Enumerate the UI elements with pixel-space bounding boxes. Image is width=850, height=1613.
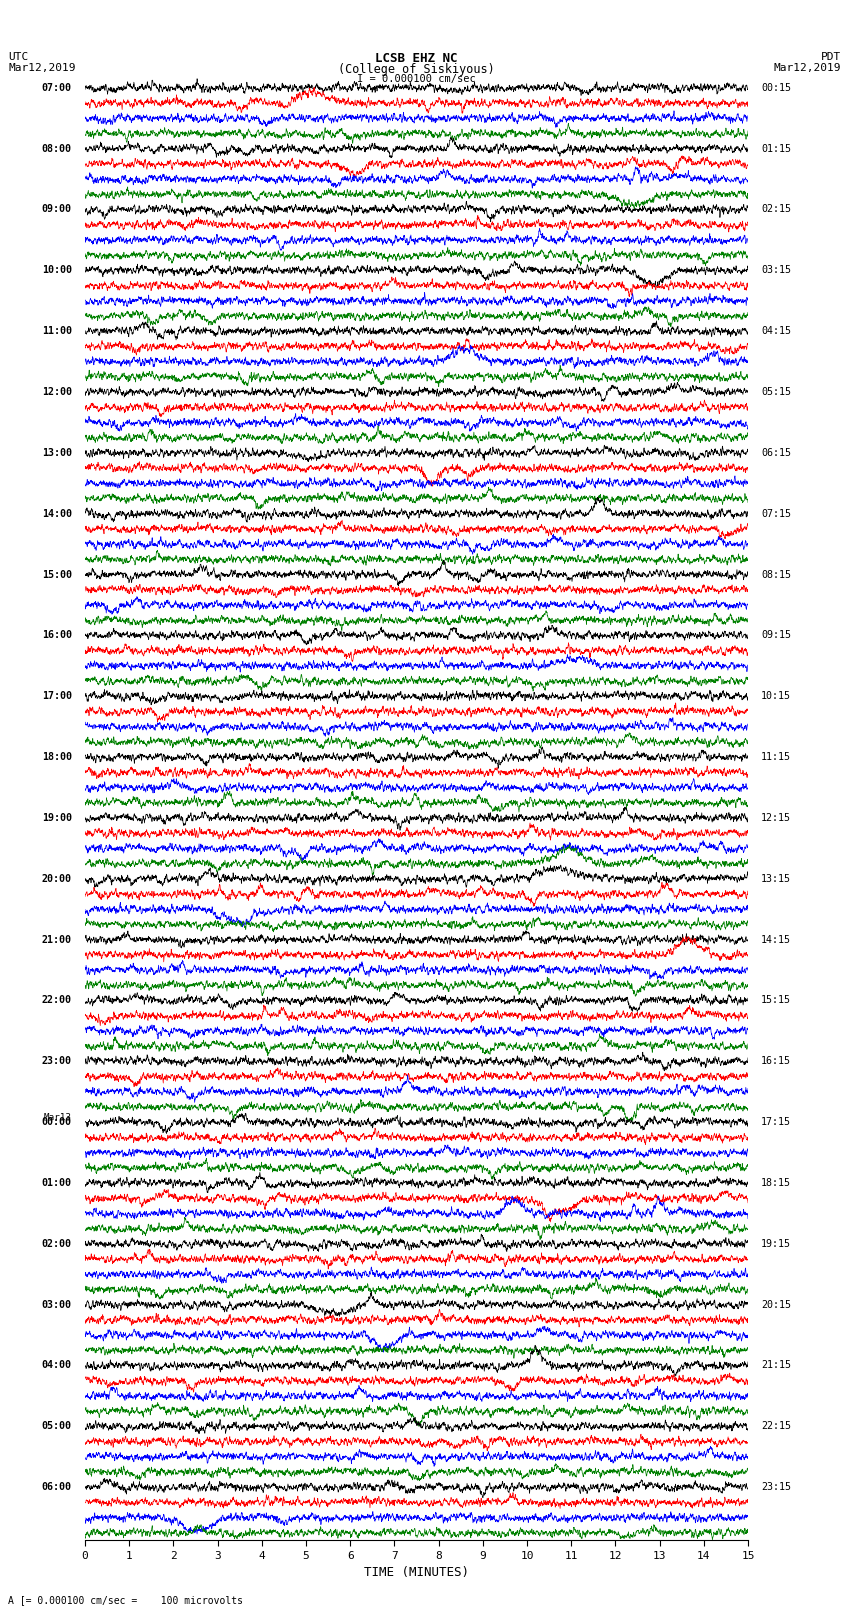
Text: 17:00: 17:00	[42, 692, 71, 702]
Text: 09:15: 09:15	[762, 631, 791, 640]
Text: 19:15: 19:15	[762, 1239, 791, 1248]
Text: 14:00: 14:00	[42, 508, 71, 519]
Text: 02:15: 02:15	[762, 205, 791, 215]
Text: 01:15: 01:15	[762, 144, 791, 153]
Text: 10:00: 10:00	[42, 265, 71, 276]
Text: 04:00: 04:00	[42, 1360, 71, 1371]
Text: 18:15: 18:15	[762, 1177, 791, 1187]
Text: 15:00: 15:00	[42, 569, 71, 579]
Text: 16:00: 16:00	[42, 631, 71, 640]
Text: 01:00: 01:00	[42, 1177, 71, 1187]
Text: 21:15: 21:15	[762, 1360, 791, 1371]
Text: PDT: PDT	[821, 52, 842, 61]
Text: Mar12,2019: Mar12,2019	[8, 63, 76, 73]
Text: 07:15: 07:15	[762, 508, 791, 519]
Text: 21:00: 21:00	[42, 934, 71, 945]
Text: 00:00: 00:00	[42, 1118, 71, 1127]
Text: 15:15: 15:15	[762, 995, 791, 1005]
Text: 06:00: 06:00	[42, 1482, 71, 1492]
Text: I = 0.000100 cm/sec: I = 0.000100 cm/sec	[357, 74, 476, 84]
Text: 23:00: 23:00	[42, 1057, 71, 1066]
Text: 18:00: 18:00	[42, 752, 71, 761]
Text: Mar13: Mar13	[43, 1113, 71, 1123]
Text: 12:15: 12:15	[762, 813, 791, 823]
Text: 03:00: 03:00	[42, 1300, 71, 1310]
Text: 10:15: 10:15	[762, 692, 791, 702]
X-axis label: TIME (MINUTES): TIME (MINUTES)	[364, 1566, 469, 1579]
Text: (College of Siskiyous): (College of Siskiyous)	[338, 63, 495, 76]
Text: 14:15: 14:15	[762, 934, 791, 945]
Text: 12:00: 12:00	[42, 387, 71, 397]
Text: 05:00: 05:00	[42, 1421, 71, 1431]
Text: 02:00: 02:00	[42, 1239, 71, 1248]
Text: 08:00: 08:00	[42, 144, 71, 153]
Text: 00:15: 00:15	[762, 82, 791, 94]
Text: 16:15: 16:15	[762, 1057, 791, 1066]
Text: 07:00: 07:00	[42, 82, 71, 94]
Text: 13:15: 13:15	[762, 874, 791, 884]
Text: 09:00: 09:00	[42, 205, 71, 215]
Text: 20:00: 20:00	[42, 874, 71, 884]
Text: 03:15: 03:15	[762, 265, 791, 276]
Text: 22:15: 22:15	[762, 1421, 791, 1431]
Text: 04:15: 04:15	[762, 326, 791, 336]
Text: 17:15: 17:15	[762, 1118, 791, 1127]
Text: 06:15: 06:15	[762, 448, 791, 458]
Text: A [= 0.000100 cm/sec =    100 microvolts: A [= 0.000100 cm/sec = 100 microvolts	[8, 1595, 243, 1605]
Text: 11:00: 11:00	[42, 326, 71, 336]
Text: 05:15: 05:15	[762, 387, 791, 397]
Text: Mar12,2019: Mar12,2019	[774, 63, 842, 73]
Text: 23:15: 23:15	[762, 1482, 791, 1492]
Text: 11:15: 11:15	[762, 752, 791, 761]
Text: UTC: UTC	[8, 52, 29, 61]
Text: 08:15: 08:15	[762, 569, 791, 579]
Text: 20:15: 20:15	[762, 1300, 791, 1310]
Text: 13:00: 13:00	[42, 448, 71, 458]
Text: LCSB EHZ NC: LCSB EHZ NC	[375, 52, 458, 65]
Text: 19:00: 19:00	[42, 813, 71, 823]
Text: 22:00: 22:00	[42, 995, 71, 1005]
